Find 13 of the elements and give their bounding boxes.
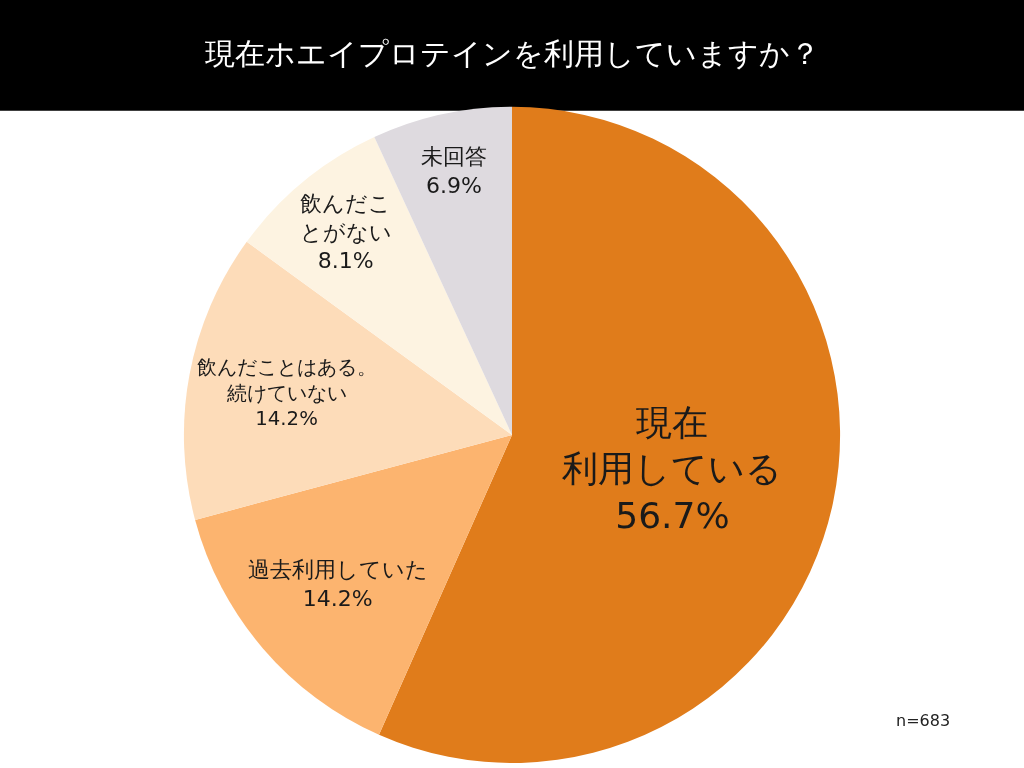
pie-slice (195, 434, 512, 735)
slice-label: 過去利用していた (247, 557, 428, 583)
slice-label: 飲んだことはある。続けていない (196, 356, 377, 405)
slice-label: 飲んだことがない (299, 191, 392, 245)
data-label: 14.2% (302, 585, 373, 611)
slice-label: 現在利用している (562, 401, 783, 490)
data-label: 56.7% (615, 495, 730, 537)
text: n=683 (896, 711, 951, 730)
slice-label: 未回答 (420, 144, 487, 170)
data-label: 8.1% (317, 248, 374, 274)
chart-title: 現在ホエイプロテインを利用していますか？ (204, 36, 820, 72)
data-label: 14.2% (255, 407, 318, 431)
data-label: 6.9% (426, 172, 482, 198)
